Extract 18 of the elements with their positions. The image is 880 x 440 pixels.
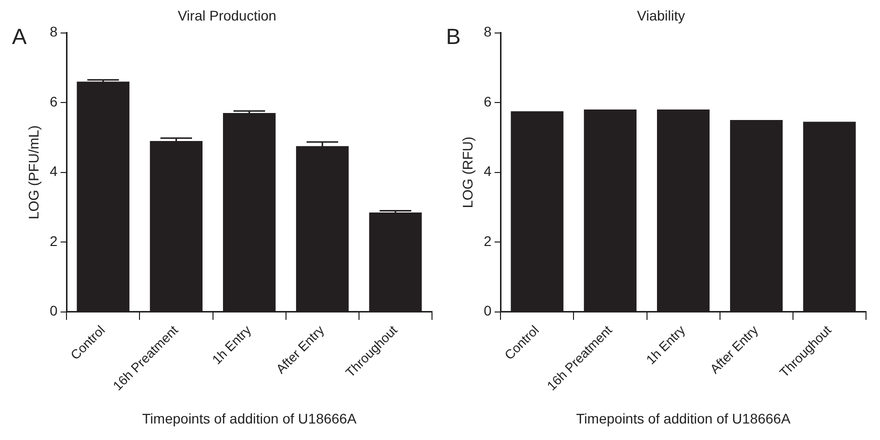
y-tick-label: 2	[484, 232, 492, 249]
y-tick-label: 2	[50, 232, 58, 249]
text: A	[12, 24, 27, 49]
x-axis-title: Timepoints of addition of U18666A	[142, 410, 358, 426]
y-tick-label: 8	[484, 24, 492, 40]
chart-title: Viability	[637, 7, 685, 24]
y-tick-label: 4	[484, 163, 492, 180]
y-tick-label: 0	[50, 302, 58, 319]
y-tick-label: 0	[484, 302, 492, 319]
y-axis-title: LOG (RFU)	[459, 136, 476, 208]
y-tick-label: 8	[50, 24, 58, 40]
y-tick-label: 6	[484, 93, 492, 110]
x-axis-title: Timepoints of addition of U18666A	[576, 410, 792, 426]
y-tick-label: 4	[50, 163, 58, 180]
y-axis-title: LOG (PFU/mL)	[25, 125, 42, 220]
chart-title: Viral Production	[178, 7, 276, 24]
y-tick-label: 6	[50, 93, 58, 110]
text: B	[446, 24, 461, 49]
